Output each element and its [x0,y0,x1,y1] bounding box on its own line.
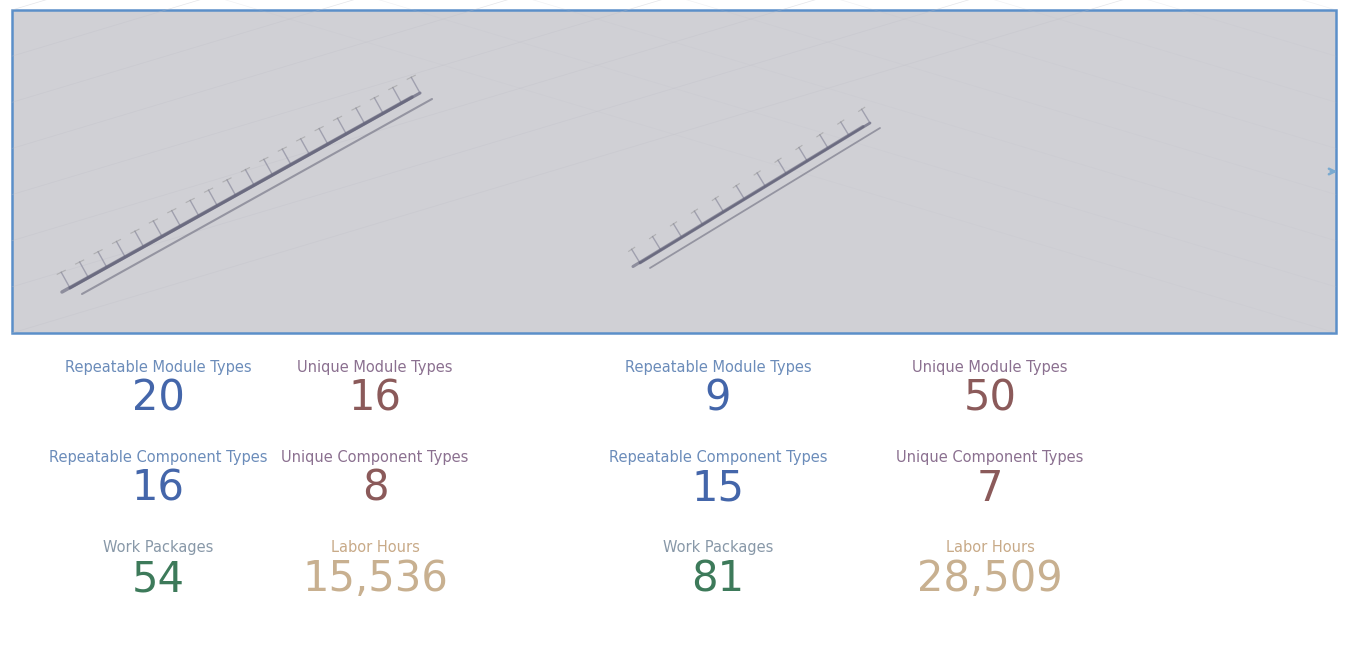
Text: Work Packages: Work Packages [663,540,774,555]
FancyBboxPatch shape [12,10,1336,333]
Text: Repeatable Component Types: Repeatable Component Types [49,450,267,465]
Text: Labor Hours: Labor Hours [330,540,419,555]
Text: 7: 7 [977,468,1003,510]
Text: 16: 16 [132,468,185,510]
Text: 9: 9 [705,377,731,420]
Text: Unique Component Types: Unique Component Types [896,450,1084,465]
Text: 54: 54 [132,558,185,600]
Text: Labor Hours: Labor Hours [945,540,1034,555]
Text: Unique Module Types: Unique Module Types [913,360,1068,375]
Text: 15,536: 15,536 [302,558,448,600]
Text: Work Packages: Work Packages [102,540,213,555]
Text: 81: 81 [692,558,744,600]
Text: Repeatable Module Types: Repeatable Module Types [65,360,251,375]
Text: 50: 50 [964,377,1016,420]
Text: Repeatable Module Types: Repeatable Module Types [624,360,811,375]
Text: 16: 16 [349,377,402,420]
Text: 28,509: 28,509 [917,558,1062,600]
Text: 8: 8 [361,468,388,510]
Text: 20: 20 [132,377,185,420]
Text: 15: 15 [692,468,744,510]
Text: Unique Module Types: Unique Module Types [298,360,453,375]
Text: Repeatable Component Types: Repeatable Component Types [609,450,828,465]
Text: Unique Component Types: Unique Component Types [282,450,469,465]
